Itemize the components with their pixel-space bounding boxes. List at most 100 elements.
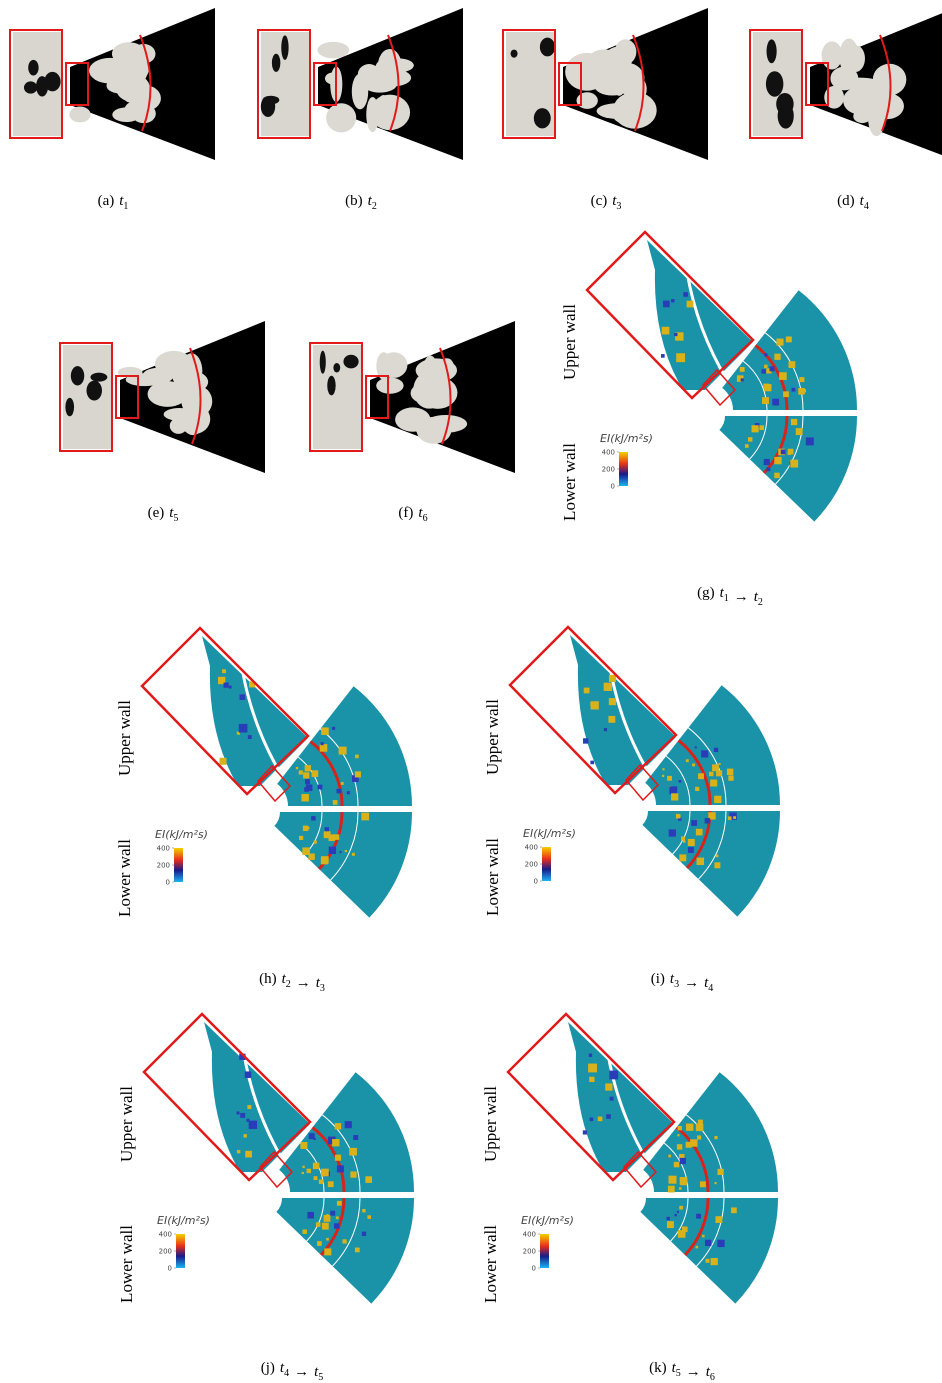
spot [701, 750, 709, 758]
spot [677, 1126, 682, 1131]
spot [354, 771, 361, 778]
spot [326, 1237, 329, 1241]
zoom-box [59, 342, 113, 452]
blob [410, 382, 440, 404]
inset-spot [608, 715, 616, 723]
hole [343, 354, 359, 369]
spot [313, 1137, 316, 1141]
spot [679, 854, 687, 862]
spot [679, 1205, 683, 1210]
inset-spot [582, 1130, 587, 1135]
upper-wall-label: Upper wall [115, 700, 134, 776]
time-variable: t [720, 585, 725, 601]
inset-spot [606, 1114, 611, 1119]
blob [131, 44, 156, 64]
small-box [65, 62, 89, 106]
colorbar-tick-label: 0 [166, 879, 170, 887]
snapshot-panel [9, 8, 215, 160]
inset-spot [609, 1070, 619, 1080]
front-arc [309, 740, 344, 807]
inset-spot [676, 353, 686, 363]
caption-label: (j) [261, 1360, 275, 1376]
inset-spot [228, 685, 232, 689]
inset-strip [570, 635, 676, 785]
spot [695, 1245, 699, 1249]
inset-spot [248, 1120, 258, 1129]
inset-spot [603, 682, 612, 691]
time-variable: t [704, 975, 709, 991]
lower-wall-label: Lower wall [483, 838, 502, 916]
time-variable: t [314, 1364, 319, 1380]
inset-spot [588, 1063, 597, 1073]
hole [333, 363, 341, 373]
inset-spot [223, 682, 229, 688]
caption: (d) t4 [837, 193, 869, 212]
blob [128, 85, 161, 112]
spot [673, 1161, 680, 1168]
spot [324, 827, 329, 832]
spot [332, 800, 338, 805]
colorbar-tick-label: 200 [157, 862, 170, 870]
caption-label: (b) [345, 193, 363, 209]
spot [726, 768, 734, 776]
spot [300, 1142, 308, 1149]
caption-label: (g) [697, 585, 715, 601]
blob [163, 407, 195, 421]
small-box [701, 368, 737, 407]
spot [761, 369, 766, 374]
caption: (a) t1 [98, 193, 129, 212]
small-box [558, 62, 582, 106]
spot [764, 353, 768, 357]
front-arc [683, 1197, 710, 1257]
hole [510, 49, 518, 58]
spot [678, 779, 682, 783]
spot [304, 765, 311, 772]
spot [717, 1168, 724, 1175]
spot [328, 834, 336, 842]
spot [299, 835, 304, 840]
spot [317, 1241, 322, 1246]
spot [788, 361, 796, 368]
radius-arc [672, 810, 691, 855]
spot [717, 1239, 725, 1248]
front-arc [317, 811, 344, 871]
spot [695, 786, 700, 791]
spot [714, 862, 721, 869]
time-subscript: 2 [758, 597, 763, 608]
inset-spot [686, 300, 694, 308]
blob [351, 73, 369, 110]
spot [668, 1154, 672, 1158]
upper-wall-label: Upper wall [117, 1086, 136, 1162]
spot [695, 1123, 704, 1132]
spot [686, 1123, 694, 1131]
inset-spot [243, 1134, 247, 1138]
spot [667, 775, 672, 781]
front-arc [675, 1126, 710, 1193]
time-subscript: 2 [286, 979, 291, 990]
inset-spot [590, 701, 599, 710]
inset-spot [605, 1083, 613, 1091]
spot [342, 1239, 347, 1244]
lower-wedge [276, 1198, 414, 1304]
radius-arc [687, 727, 727, 806]
spot [301, 793, 309, 802]
spot [690, 1139, 698, 1147]
caption: (g) t1 → t2 [697, 585, 763, 608]
spot [308, 853, 315, 860]
spot [764, 364, 768, 369]
inset-strip [204, 1022, 310, 1172]
spot [731, 1207, 737, 1214]
lower-wedge [274, 812, 412, 918]
time-subscript: 5 [318, 1372, 323, 1383]
small-box [624, 763, 660, 802]
lower-wall-label: Lower wall [115, 839, 134, 917]
inset-spot [603, 727, 608, 732]
inset-spot [248, 681, 256, 688]
blob [843, 86, 877, 115]
zoom-box [140, 626, 310, 796]
inset-spot [246, 1118, 250, 1122]
spot [313, 1176, 318, 1181]
time-subscript: 6 [710, 1372, 715, 1383]
inset-spot [660, 354, 665, 358]
